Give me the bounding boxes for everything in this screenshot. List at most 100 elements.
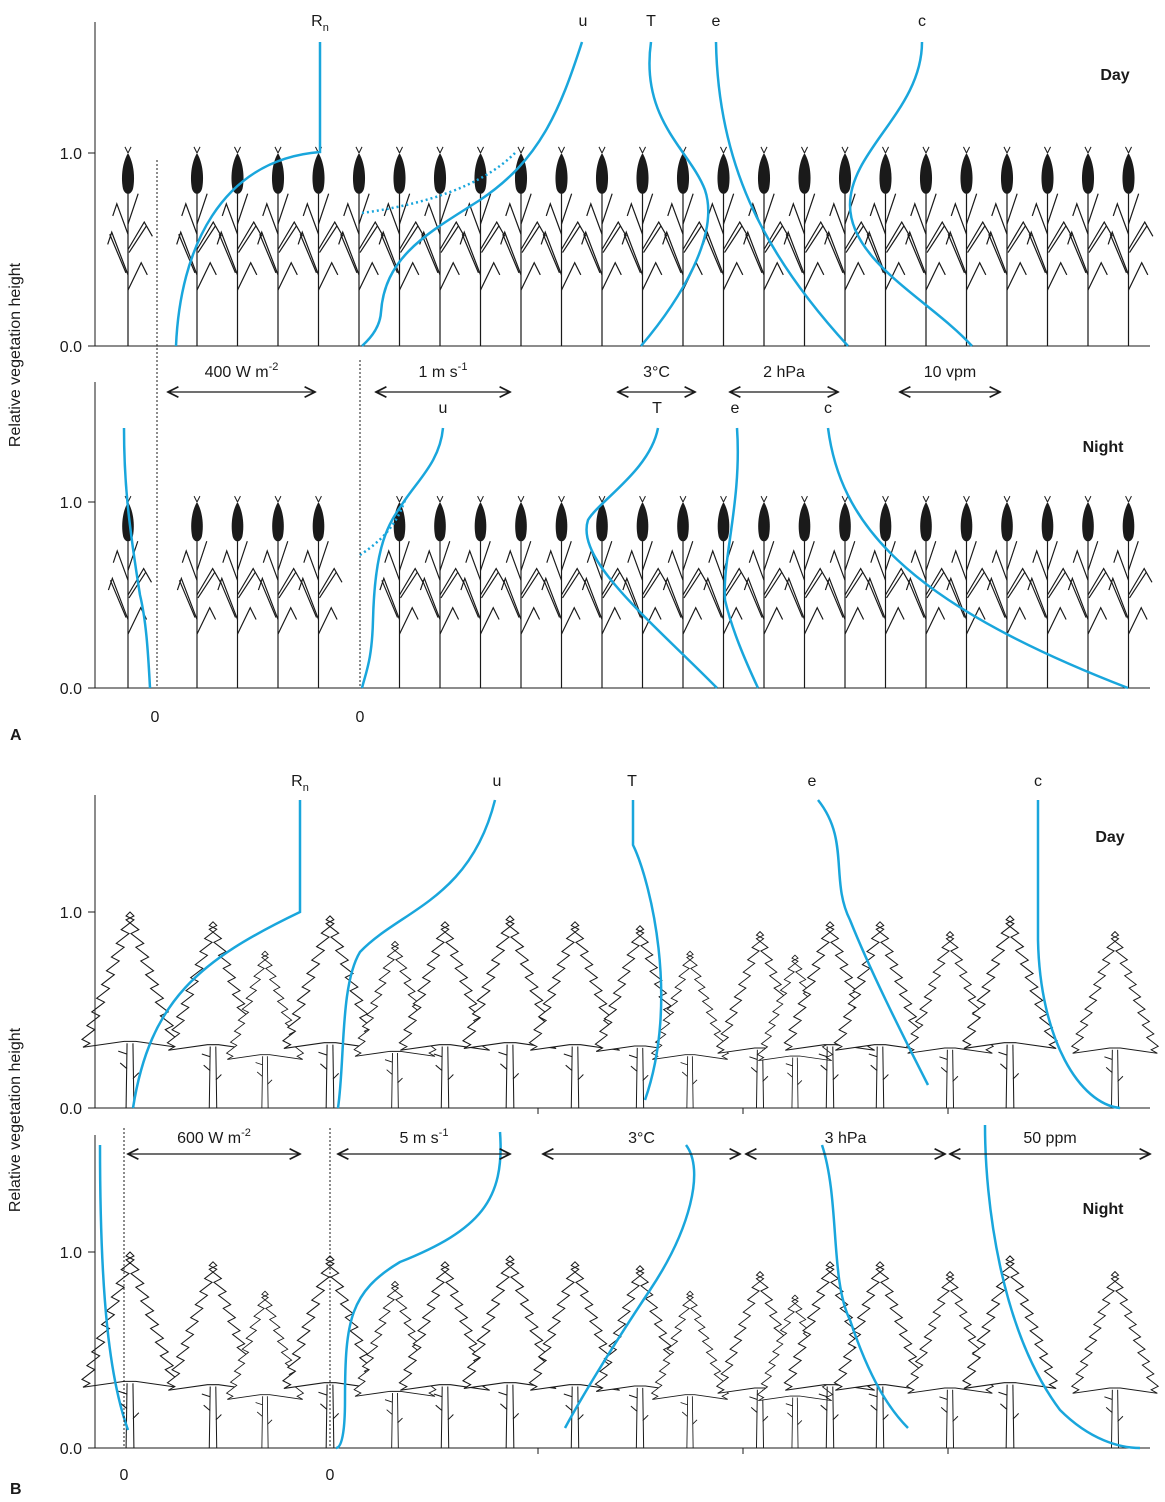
profile-curve-dotted — [359, 499, 407, 557]
scale-label: 1 m s-1 — [419, 361, 468, 381]
plant — [945, 146, 992, 347]
plant — [622, 495, 667, 689]
plant — [581, 495, 627, 689]
plant — [419, 495, 465, 689]
tree — [1071, 931, 1159, 1109]
profile-curve — [631, 800, 663, 1101]
y-tick-label: 1.0 — [60, 1245, 82, 1262]
scale-label-text: 10 vpm — [924, 364, 976, 381]
scale-label: 3°C — [643, 364, 670, 381]
tree — [462, 915, 558, 1109]
plant — [702, 146, 749, 347]
profile-curve — [98, 1144, 130, 1431]
y-tick-label: 0.0 — [60, 681, 82, 698]
profile-curve — [983, 1124, 1141, 1450]
scale-label: 10 vpm — [924, 364, 976, 381]
zero-label: 0 — [151, 709, 160, 726]
curve-label-text: u — [579, 13, 588, 30]
curve-label: e — [731, 400, 740, 417]
tree — [651, 1290, 729, 1449]
plant — [257, 146, 303, 347]
plant — [378, 146, 425, 347]
curve-label-text: e — [808, 773, 817, 790]
plant — [216, 146, 263, 347]
profile-curve — [131, 800, 302, 1109]
plant — [298, 495, 343, 689]
scale-label: 50 ppm — [1023, 1130, 1076, 1147]
plant — [338, 146, 384, 347]
scale-label-sup: -1 — [458, 361, 468, 373]
scale-label-text: 400 W m — [205, 364, 269, 381]
plant — [176, 495, 222, 689]
plant — [986, 146, 1032, 347]
profile-curve — [714, 41, 849, 347]
plant — [743, 495, 789, 689]
scale-label: 2 hPa — [763, 364, 805, 381]
curve-label-text: u — [439, 400, 448, 417]
period-title: Day — [1100, 67, 1129, 84]
curve-label: c — [918, 13, 926, 30]
scale-label: 3°C — [628, 1130, 655, 1147]
plant — [824, 146, 870, 347]
curve-label-text: u — [493, 773, 502, 790]
plant — [1107, 146, 1154, 347]
profile-curve — [335, 1131, 502, 1450]
y-tick-label: 0.0 — [60, 339, 82, 356]
plant — [865, 495, 910, 689]
profile-curve — [1036, 800, 1121, 1110]
curve-label: u — [439, 400, 448, 417]
tree — [962, 915, 1058, 1109]
plant — [581, 146, 627, 347]
profile-curve — [336, 799, 497, 1109]
profile-curve — [563, 1144, 696, 1429]
plant — [297, 146, 344, 347]
period-title: Night — [1083, 1201, 1125, 1218]
curve-label-text: T — [652, 400, 662, 417]
tree — [962, 1255, 1058, 1449]
plant — [864, 146, 911, 347]
plant — [217, 495, 262, 689]
y-tick-label: 1.0 — [60, 495, 82, 512]
plant — [905, 495, 951, 689]
plant — [662, 495, 708, 689]
profile-curve-dotted — [361, 152, 516, 215]
curve-label-text: R — [291, 773, 303, 790]
plant — [905, 146, 951, 347]
curve-label-text: T — [646, 13, 656, 30]
profile-curve — [848, 41, 973, 347]
plant — [176, 146, 222, 347]
plant — [743, 146, 789, 347]
plant — [1067, 146, 1113, 347]
scale-label: 400 W m-2 — [205, 361, 279, 381]
tree — [81, 911, 179, 1109]
scale-label: 5 m s-1 — [400, 1127, 449, 1147]
tree — [81, 1251, 179, 1449]
curve-label-text: c — [824, 400, 832, 417]
plant — [541, 495, 586, 689]
zero-label: 0 — [326, 1467, 335, 1484]
plant — [824, 495, 870, 689]
profile-curve — [723, 427, 760, 689]
plant — [500, 495, 546, 689]
scale-label: 3 hPa — [825, 1130, 867, 1147]
profile-curve — [826, 427, 1129, 690]
tree — [462, 1255, 558, 1449]
tree — [282, 915, 378, 1109]
zero-label: 0 — [120, 1467, 129, 1484]
scale-label-text: 50 ppm — [1023, 1130, 1076, 1147]
tree — [528, 921, 622, 1109]
curve-label: T — [627, 773, 637, 790]
curve-label: c — [1034, 773, 1042, 790]
period-title: Night — [1083, 439, 1125, 456]
plant — [621, 146, 668, 347]
zero-label: 0 — [356, 709, 365, 726]
scale-label: 600 W m-2 — [177, 1127, 251, 1147]
profile-curve — [817, 799, 930, 1086]
plant — [784, 495, 829, 689]
curve-label-text: T — [627, 773, 637, 790]
scale-label-text: 600 W m — [177, 1130, 241, 1147]
curve-label-text: c — [1034, 773, 1042, 790]
curve-label-text: R — [311, 13, 323, 30]
